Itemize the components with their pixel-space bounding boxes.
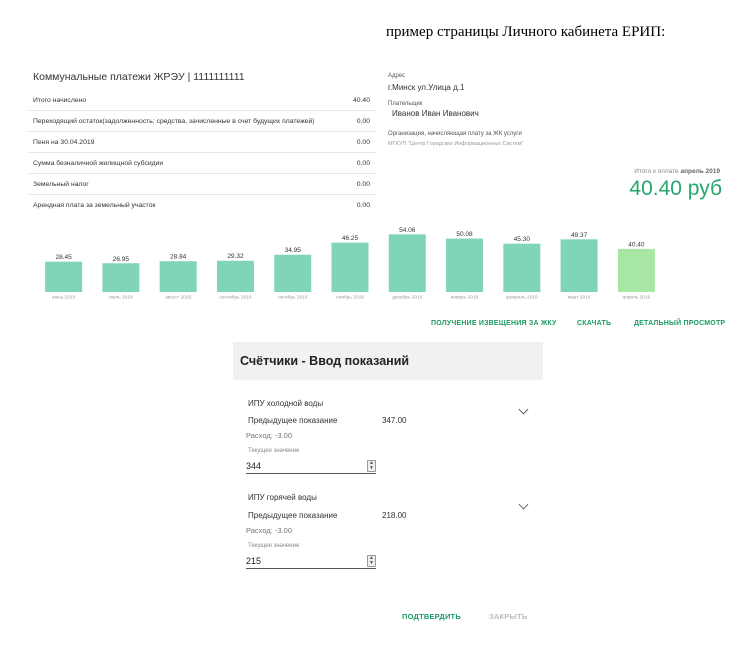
charge-value: 0.00	[356, 118, 370, 125]
total-month: апрель 2019	[680, 168, 720, 175]
meter-current-input[interactable]	[246, 554, 376, 569]
stepper-icon[interactable]: ▲ ▼	[367, 460, 376, 472]
charge-row: Итого начислено 40.40	[28, 90, 376, 110]
chart-tick-label: сентябрь 2018	[219, 295, 252, 301]
charge-label: Переходящий остаток(задолженность; средс…	[33, 118, 315, 125]
chart-data-label: 54.06	[399, 227, 416, 234]
chart-tick-label: июнь 2018	[52, 295, 76, 301]
chart-tick-label: июль 2018	[109, 295, 133, 301]
charge-label: Земельный налог	[33, 181, 89, 188]
charge-row: Земельный налог 0.00	[28, 173, 376, 194]
chart-bar	[503, 243, 541, 292]
chart-bar	[388, 234, 426, 292]
charge-row: Переходящий остаток(задолженность; средс…	[28, 110, 376, 131]
monthly-charges-chart: 28.45 июнь 2018 26.95 июль 2018 28.84 август …	[33, 215, 663, 305]
org-value: МГКУП "Центр Городских Информационных Си…	[388, 141, 524, 147]
chart-bar	[446, 238, 484, 292]
chart-data-label: 26.95	[113, 256, 130, 263]
chart-bar	[617, 248, 655, 292]
chart-svg: 28.45 июнь 2018 26.95 июль 2018 28.84 август …	[45, 227, 655, 301]
charge-row: Арендная плата за земельный участок 0.00	[28, 194, 376, 215]
chart-bar	[274, 254, 312, 292]
chart-data-label: 28.84	[170, 254, 187, 261]
chart-bar	[331, 242, 369, 292]
total-caption-text: Итого к оплате	[634, 168, 679, 175]
chart-data-label: 34.95	[285, 247, 302, 254]
confirm-button[interactable]: ПОДТВЕРДИТЬ	[402, 612, 461, 621]
chart-tick-label: март 2019	[568, 295, 591, 301]
stepper-icon[interactable]: ▲ ▼	[367, 555, 376, 567]
payer-value: Иванов Иван Иванович	[392, 109, 479, 118]
meters-header	[233, 342, 543, 380]
charge-label: Сумма безналичной жилищной субсидии	[33, 160, 164, 167]
chart-data-label: 45.30	[514, 236, 531, 243]
chart-data-label: 49.37	[571, 232, 588, 239]
close-button[interactable]: ЗАКРЫТЬ	[489, 612, 528, 621]
charge-value: 0.00	[356, 202, 370, 209]
chevron-down-icon[interactable]	[518, 404, 529, 415]
chart-tick-label: февраль 2019	[506, 295, 538, 301]
charge-row: Пеня на 30.04.2019 0.00	[28, 131, 376, 152]
meter-name: ИПУ горячей воды	[248, 493, 317, 502]
meter-current-input[interactable]	[246, 459, 376, 474]
chart-bar	[216, 260, 254, 292]
chart-bar	[159, 261, 197, 292]
meters-title: Счётчики - Ввод показаний	[240, 354, 410, 368]
meter-prev-value: 218.00	[382, 511, 407, 520]
charges-table: Итого начислено 40.40 Переходящий остаток…	[28, 90, 376, 215]
meter-current-label: Текущее значение	[248, 448, 300, 454]
chart-data-label: 46.25	[342, 235, 359, 242]
charge-value: 40.40	[352, 97, 370, 104]
charge-value: 0.00	[356, 160, 370, 167]
meter-consumption: Расход: -3.00	[246, 526, 292, 535]
chart-bar	[102, 263, 140, 292]
chart-bar	[560, 239, 598, 292]
chart-tick-label: ноябрь 2018	[336, 295, 364, 301]
chart-tick-label: апрель 2019	[622, 295, 650, 301]
chart-bar	[45, 261, 83, 292]
meter-prev-label: Предыдущее показание	[248, 416, 338, 425]
charge-value: 0.00	[356, 181, 370, 188]
chart-tick-label: октябрь 2018	[278, 295, 308, 301]
chart-data-label: 29.32	[227, 253, 244, 260]
charge-label: Арендная плата за земельный участок	[33, 202, 156, 209]
org-label: Организация, начисляющая плату за ЖК усл…	[388, 131, 522, 137]
total-caption: Итого к оплате апрель 2019	[634, 168, 720, 175]
chart-data-label: 28.45	[55, 254, 72, 261]
meter-prev-label: Предыдущее показание	[248, 511, 338, 520]
details-link[interactable]: ДЕТАЛЬНЫЙ ПРОСМОТР	[634, 320, 726, 327]
charge-value: 0.00	[356, 139, 370, 146]
chart-data-label: 50.08	[456, 231, 473, 238]
meter-consumption: Расход: -3.00	[246, 431, 292, 440]
page-caption: пример страницы Личного кабинета ЕРИП:	[386, 24, 666, 40]
payer-label: Плательщик	[388, 101, 423, 107]
address-label: Адрес	[388, 73, 406, 79]
chevron-down-icon[interactable]	[518, 499, 529, 510]
chart-data-label: 40.40	[628, 241, 645, 248]
notice-link[interactable]: ПОЛУЧЕНИЕ ИЗВЕЩЕНИЯ ЗА ЖКУ	[431, 320, 557, 327]
meter-name: ИПУ холодной воды	[248, 399, 324, 408]
chart-tick-label: декабрь 2018	[392, 295, 423, 301]
chart-tick-label: январь 2019	[451, 295, 479, 301]
download-link[interactable]: СКАЧАТЬ	[577, 320, 612, 327]
meter-current-label: Текущее значение	[248, 543, 300, 549]
meter-prev-value: 347.00	[382, 416, 407, 425]
account-title: Коммунальные платежи ЖРЭУ | 1111111111	[33, 71, 245, 83]
charge-label: Итого начислено	[33, 97, 87, 104]
charge-label: Пеня на 30.04.2019	[33, 139, 95, 146]
charge-row: Сумма безналичной жилищной субсидии 0.00	[28, 152, 376, 173]
total-amount: 40.40 руб	[629, 177, 722, 200]
address-value: г.Минск ул.Улица д.1	[388, 83, 465, 92]
chart-tick-label: август 2018	[165, 295, 191, 301]
